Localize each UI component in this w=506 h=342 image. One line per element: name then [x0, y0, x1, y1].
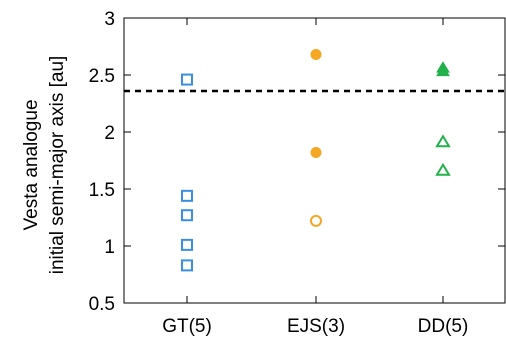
data-point-square [181, 259, 193, 272]
plot-area: 0.5 1 1.5 2 2.5 3 GT(5) EJS(3) DD(5) [89, 9, 506, 337]
data-point-circle-filled [310, 48, 322, 60]
data-point-circle-open [310, 214, 322, 227]
y-axis-title: Vesta analogue initial semi-major axis [… [21, 56, 68, 275]
data-point-square [181, 189, 193, 202]
y-axis-title-line-1: Vesta analogue [21, 99, 42, 230]
y-tick-label: 3 [104, 9, 115, 30]
data-point-triangle-open [435, 134, 451, 148]
x-tick-label: GT(5) [162, 316, 212, 337]
data-point-square [181, 238, 193, 251]
y-tick-label: 0.5 [89, 294, 115, 315]
plot-frame [123, 17, 506, 304]
y-tick-label: 1 [104, 237, 115, 258]
y-axis-title-line-2: initial semi-major axis [au] [47, 56, 68, 275]
data-point-triangle-filled [436, 64, 450, 77]
y-tick-label: 1.5 [89, 180, 115, 201]
data-point-square [181, 73, 193, 86]
y-tick-label: 2.5 [89, 66, 115, 87]
data-point-triangle-open [435, 162, 451, 176]
y-tick-label: 2 [104, 123, 115, 144]
data-point-square [181, 209, 193, 222]
x-tick-label: EJS(3) [287, 316, 345, 337]
data-point-circle-filled [310, 147, 322, 159]
x-tick-label: DD(5) [418, 316, 469, 337]
